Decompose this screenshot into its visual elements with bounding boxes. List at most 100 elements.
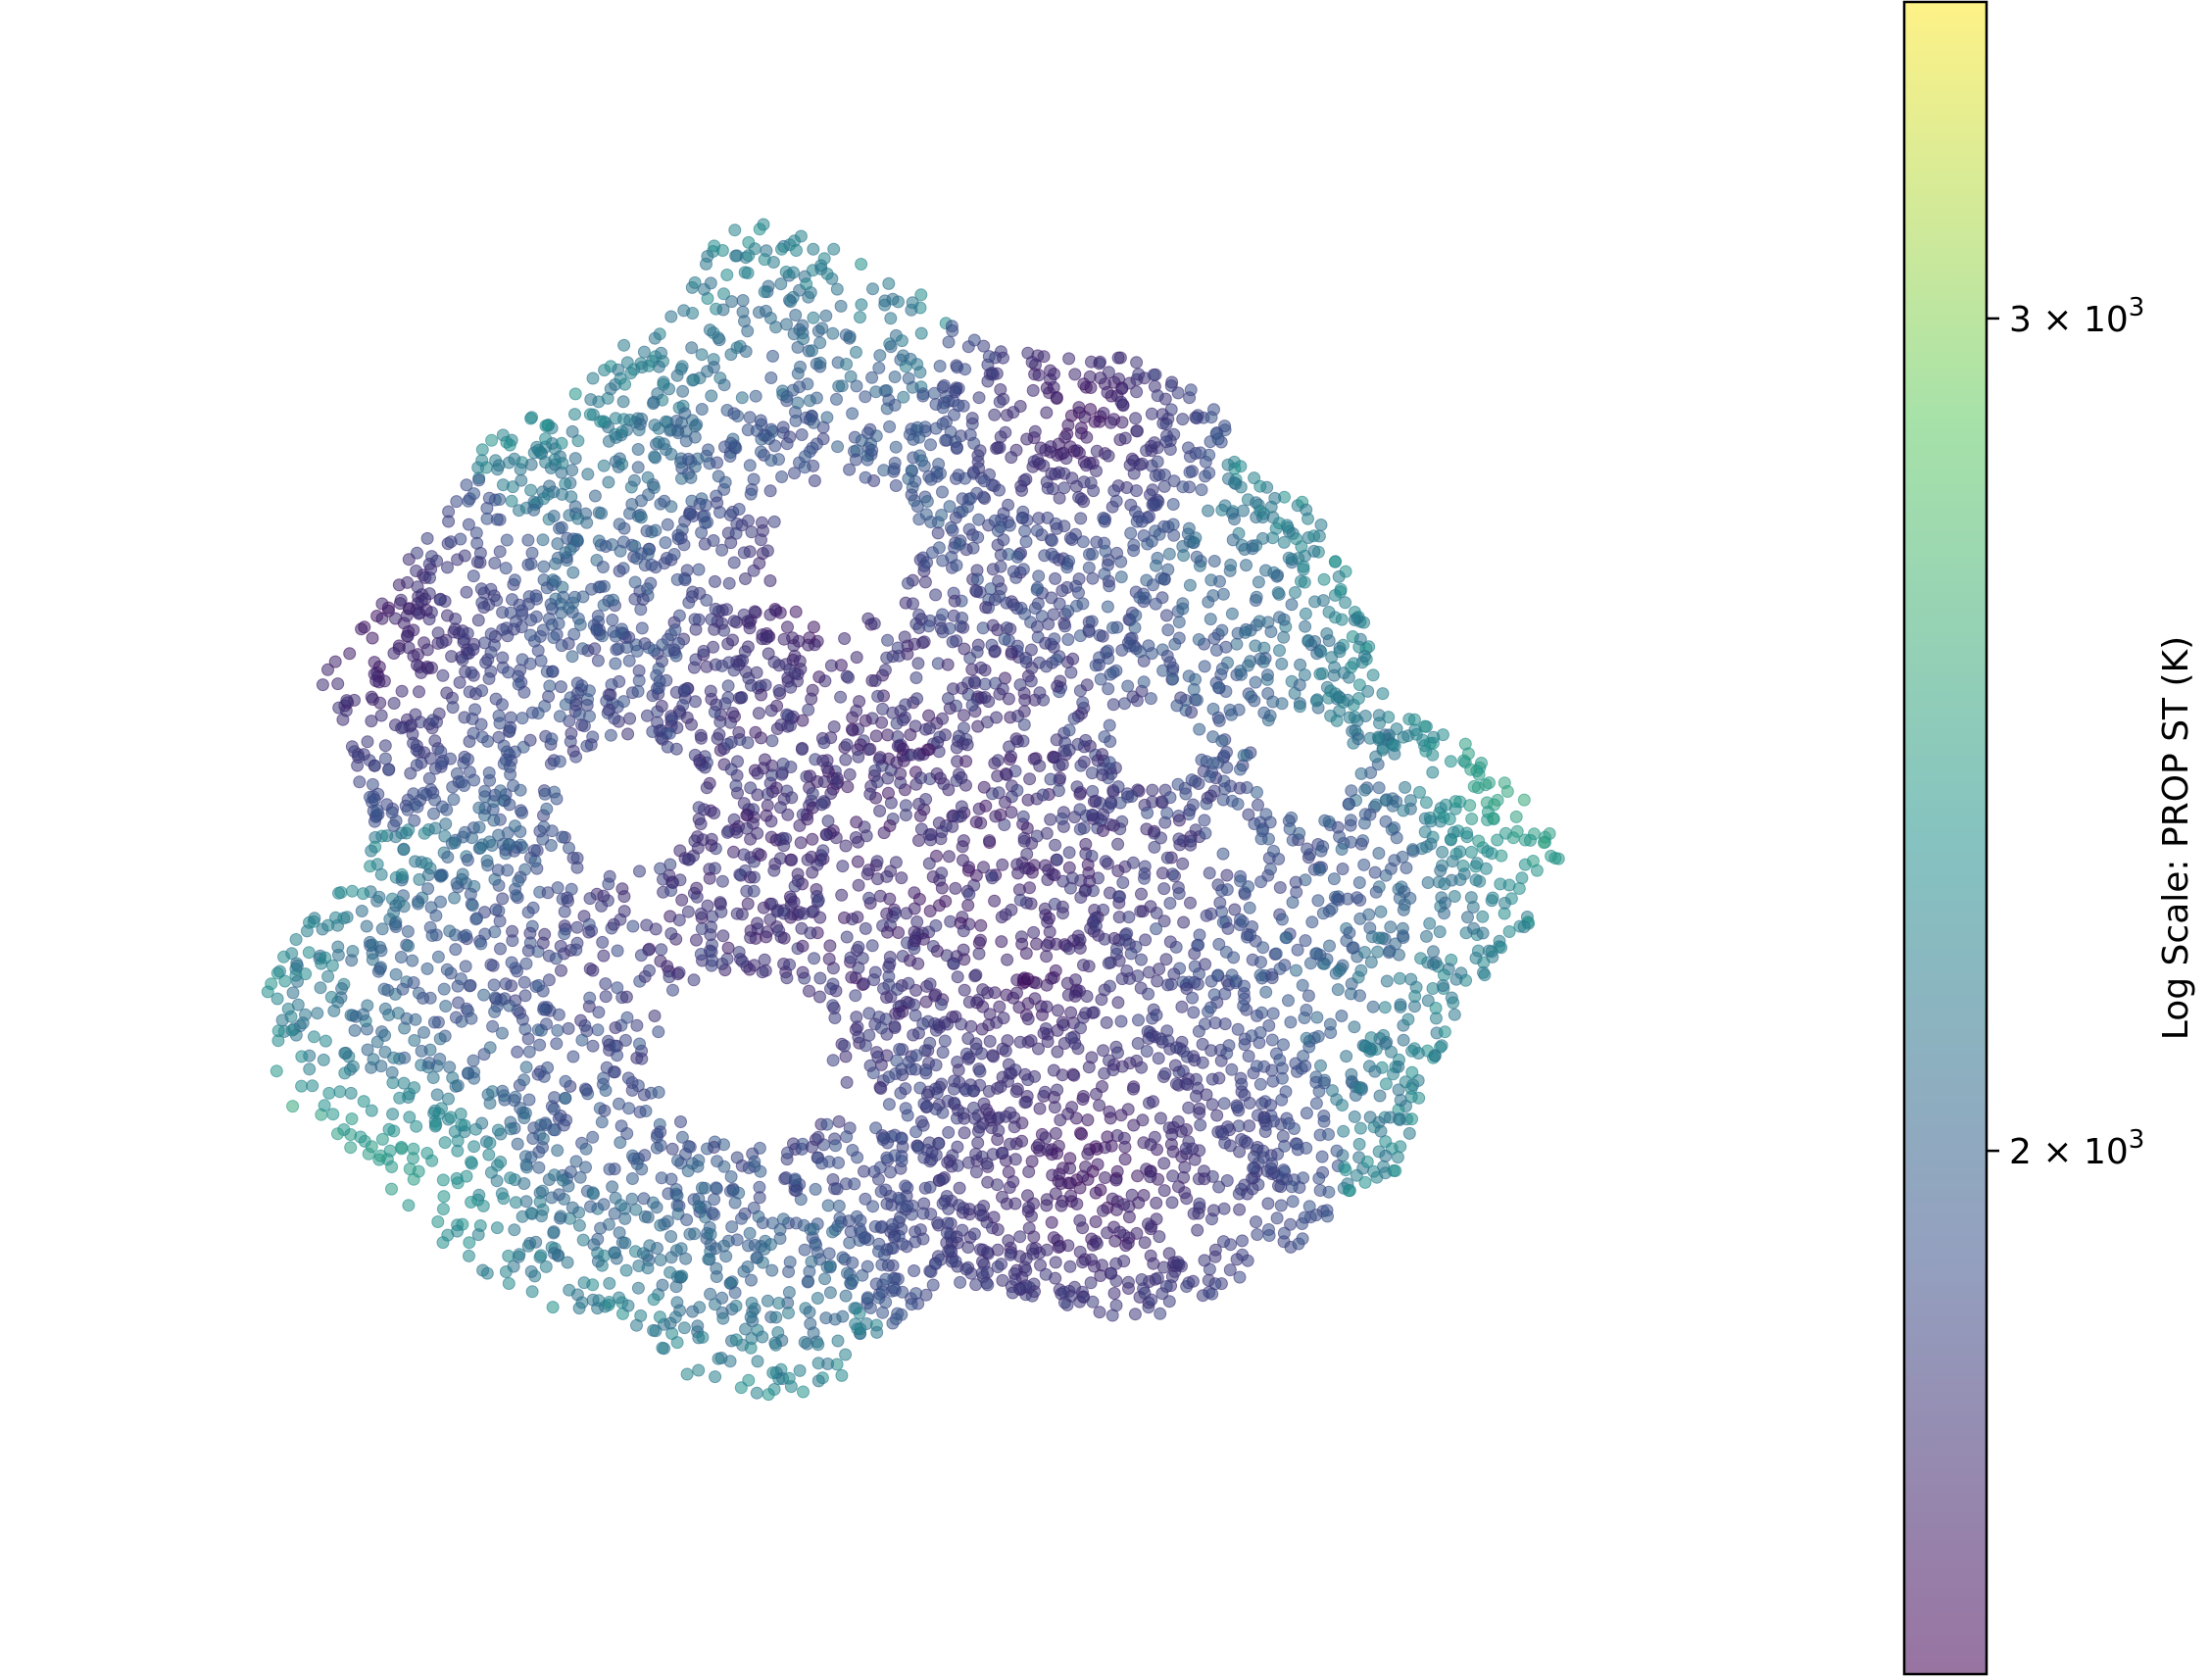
scatter-point	[1148, 840, 1161, 854]
scatter-point	[1262, 1229, 1276, 1242]
scatter-point	[1127, 544, 1141, 558]
scatter-point	[631, 443, 645, 456]
scatter-point	[1008, 1153, 1022, 1166]
scatter-point	[956, 492, 969, 506]
scatter-point	[793, 1363, 807, 1377]
scatter-point	[884, 340, 898, 354]
scatter-point	[591, 654, 605, 667]
scatter-point	[343, 647, 357, 661]
scatter-point	[832, 1114, 846, 1128]
scatter-point	[895, 1308, 909, 1321]
scatter-point	[545, 824, 559, 838]
scatter-point	[1000, 767, 1012, 780]
scatter-point	[1083, 874, 1097, 888]
scatter-point	[855, 298, 868, 312]
scatter-point	[1094, 1183, 1107, 1197]
scatter-point	[908, 1264, 921, 1277]
scatter-point	[1207, 988, 1221, 1002]
scatter-point	[1084, 1276, 1098, 1290]
scatter-point	[553, 521, 566, 535]
scatter-point	[475, 730, 489, 744]
scatter-point	[1502, 878, 1516, 892]
scatter-point	[1400, 862, 1413, 874]
scatter-point	[1115, 1060, 1129, 1073]
scatter-point	[321, 969, 335, 983]
scatter-point	[1465, 813, 1479, 825]
scatter-point	[735, 1211, 748, 1225]
scatter-point	[1500, 785, 1514, 798]
scatter-point	[365, 1140, 378, 1154]
scatter-point	[664, 927, 678, 940]
scatter-point	[1397, 931, 1410, 944]
scatter-point	[671, 967, 685, 981]
scatter-point	[475, 454, 489, 468]
scatter-point	[793, 906, 807, 919]
scatter-point	[882, 1098, 896, 1112]
scatter-point	[798, 1243, 811, 1257]
scatter-point	[1157, 1184, 1171, 1198]
scatter-point	[881, 633, 895, 647]
scatter-point	[392, 578, 406, 592]
scatter-point	[755, 688, 768, 702]
scatter-point	[876, 702, 890, 716]
scatter-point	[1397, 903, 1410, 916]
scatter-point	[922, 619, 936, 633]
scatter-point	[761, 1388, 775, 1402]
scatter-point	[883, 892, 897, 906]
scatter-point	[1303, 957, 1317, 970]
scatter-point	[540, 1017, 553, 1031]
scatter-point	[534, 1249, 548, 1262]
scatter-point	[923, 977, 937, 991]
scatter-point	[512, 874, 525, 888]
scatter-point	[1184, 383, 1198, 397]
scatter-point	[1235, 1077, 1249, 1091]
scatter-point	[609, 1021, 622, 1034]
scatter-point	[451, 1144, 465, 1158]
scatter-point	[869, 1277, 883, 1291]
scatter-point	[650, 1141, 663, 1155]
scatter-point	[499, 562, 513, 575]
scatter-point	[1300, 1107, 1313, 1120]
scatter-point	[839, 328, 853, 342]
scatter-point	[542, 973, 556, 987]
scatter-point	[1427, 945, 1440, 959]
scatter-point	[1384, 920, 1398, 934]
scatter-point	[618, 1236, 632, 1250]
scatter-point	[439, 817, 453, 831]
scatter-point	[609, 629, 622, 643]
scatter-point	[547, 1226, 561, 1240]
scatter-point	[609, 1246, 622, 1260]
scatter-point	[632, 673, 646, 687]
scatter-point	[1337, 1124, 1351, 1138]
scatter-point	[459, 960, 472, 973]
scatter-point	[336, 713, 350, 726]
scatter-point	[915, 454, 928, 468]
scatter-point	[674, 363, 688, 375]
scatter-point	[1061, 633, 1075, 646]
scatter-point	[1062, 723, 1076, 737]
scatter-point	[725, 1220, 739, 1234]
scatter-point	[709, 658, 722, 671]
scatter-point	[1486, 891, 1499, 905]
scatter-point	[1379, 1135, 1393, 1149]
scatter-point	[1250, 1060, 1263, 1073]
scatter-point	[1267, 844, 1280, 858]
scatter-point	[902, 371, 915, 385]
scatter-point	[1061, 1107, 1075, 1120]
scatter-point	[727, 615, 741, 628]
scatter-point	[1049, 838, 1062, 852]
scatter-point	[720, 825, 734, 839]
scatter-point	[935, 509, 949, 521]
scatter-point	[761, 629, 774, 643]
scatter-point	[1027, 1230, 1041, 1244]
scatter-point	[1182, 441, 1195, 455]
scatter-point	[533, 1195, 547, 1209]
scatter-point	[466, 899, 479, 913]
scatter-point	[811, 1130, 825, 1144]
scatter-point	[1062, 352, 1076, 366]
scatter-point	[1118, 1153, 1132, 1166]
scatter-point	[766, 349, 779, 363]
scatter-point	[863, 1059, 877, 1072]
scatter-point	[570, 534, 584, 548]
scatter-point	[631, 1281, 645, 1295]
